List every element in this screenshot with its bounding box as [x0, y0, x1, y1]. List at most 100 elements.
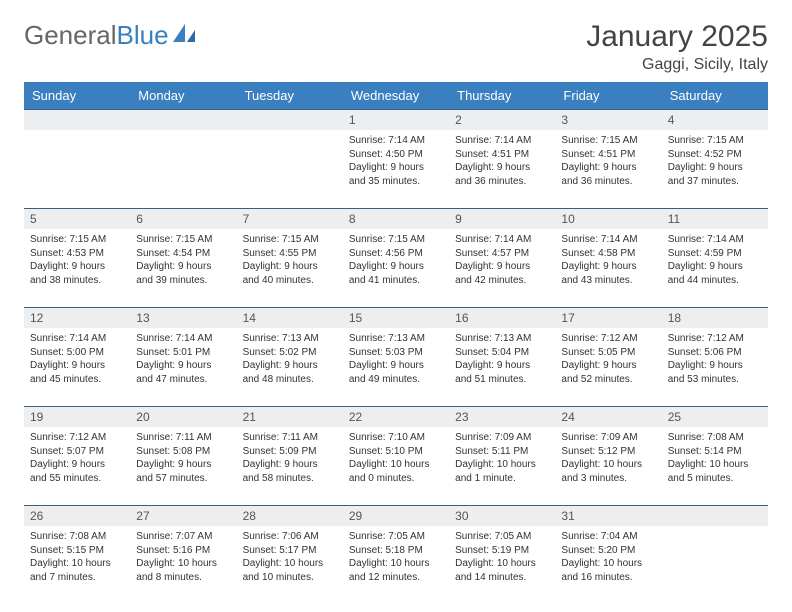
week-row: Sunrise: 7:08 AMSunset: 5:15 PMDaylight:…: [24, 526, 768, 604]
sunrise-text: Sunrise: 7:14 AM: [30, 332, 124, 346]
sunrise-text: Sunrise: 7:13 AM: [243, 332, 337, 346]
daylight-text: Daylight: 9 hours and 51 minutes.: [455, 359, 549, 386]
sunset-text: Sunset: 5:15 PM: [30, 544, 124, 558]
sunset-text: Sunset: 5:06 PM: [668, 346, 762, 360]
daylight-text: Daylight: 9 hours and 55 minutes.: [30, 458, 124, 485]
day-cell: Sunrise: 7:15 AMSunset: 4:54 PMDaylight:…: [130, 229, 236, 307]
sunset-text: Sunset: 5:05 PM: [561, 346, 655, 360]
daylight-text: Daylight: 9 hours and 57 minutes.: [136, 458, 230, 485]
sunrise-text: Sunrise: 7:14 AM: [455, 233, 549, 247]
sunrise-text: Sunrise: 7:13 AM: [349, 332, 443, 346]
day-number: 2: [449, 109, 555, 130]
day-number: 19: [24, 406, 130, 427]
sunset-text: Sunset: 5:09 PM: [243, 445, 337, 459]
logo-text-1: General: [24, 20, 117, 51]
day-number: 11: [662, 208, 768, 229]
sunset-text: Sunset: 4:56 PM: [349, 247, 443, 261]
daylight-text: Daylight: 9 hours and 45 minutes.: [30, 359, 124, 386]
daynum-row: 262728293031.: [24, 505, 768, 526]
day-number: 3: [555, 109, 661, 130]
weekday-tue: Tuesday: [237, 82, 343, 109]
month-title: January 2025: [586, 20, 768, 54]
sunset-text: Sunset: 4:52 PM: [668, 148, 762, 162]
sunset-text: Sunset: 5:12 PM: [561, 445, 655, 459]
day-cell: Sunrise: 7:11 AMSunset: 5:09 PMDaylight:…: [237, 427, 343, 505]
day-number: 23: [449, 406, 555, 427]
sunrise-text: Sunrise: 7:14 AM: [136, 332, 230, 346]
sunset-text: Sunset: 5:14 PM: [668, 445, 762, 459]
sunrise-text: Sunrise: 7:11 AM: [243, 431, 337, 445]
daylight-text: Daylight: 9 hours and 47 minutes.: [136, 359, 230, 386]
sunrise-text: Sunrise: 7:12 AM: [30, 431, 124, 445]
day-number: 7: [237, 208, 343, 229]
day-number: 16: [449, 307, 555, 328]
sunrise-text: Sunrise: 7:15 AM: [349, 233, 443, 247]
daylight-text: Daylight: 9 hours and 49 minutes.: [349, 359, 443, 386]
day-number: 21: [237, 406, 343, 427]
day-number: 8: [343, 208, 449, 229]
day-cell: Sunrise: 7:12 AMSunset: 5:05 PMDaylight:…: [555, 328, 661, 406]
sail-icon: [171, 20, 197, 51]
daynum-row: 12131415161718: [24, 307, 768, 328]
sunrise-text: Sunrise: 7:15 AM: [136, 233, 230, 247]
daylight-text: Daylight: 9 hours and 36 minutes.: [561, 161, 655, 188]
sunset-text: Sunset: 4:53 PM: [30, 247, 124, 261]
day-number: 24: [555, 406, 661, 427]
day-cell: Sunrise: 7:10 AMSunset: 5:10 PMDaylight:…: [343, 427, 449, 505]
day-cell: Sunrise: 7:11 AMSunset: 5:08 PMDaylight:…: [130, 427, 236, 505]
sunrise-text: Sunrise: 7:11 AM: [136, 431, 230, 445]
day-cell: Sunrise: 7:14 AMSunset: 4:50 PMDaylight:…: [343, 130, 449, 208]
week-row: Sunrise: 7:14 AMSunset: 5:00 PMDaylight:…: [24, 328, 768, 406]
day-cell: Sunrise: 7:15 AMSunset: 4:51 PMDaylight:…: [555, 130, 661, 208]
day-cell: Sunrise: 7:12 AMSunset: 5:07 PMDaylight:…: [24, 427, 130, 505]
day-cell: Sunrise: 7:15 AMSunset: 4:56 PMDaylight:…: [343, 229, 449, 307]
sunrise-text: Sunrise: 7:06 AM: [243, 530, 337, 544]
sunset-text: Sunset: 5:07 PM: [30, 445, 124, 459]
weekday-thu: Thursday: [449, 82, 555, 109]
day-number: 4: [662, 109, 768, 130]
sunset-text: Sunset: 5:01 PM: [136, 346, 230, 360]
daylight-text: Daylight: 10 hours and 10 minutes.: [243, 557, 337, 584]
daynum-row: 19202122232425: [24, 406, 768, 427]
sunrise-text: Sunrise: 7:14 AM: [455, 134, 549, 148]
day-cell: Sunrise: 7:15 AMSunset: 4:53 PMDaylight:…: [24, 229, 130, 307]
sunrise-text: Sunrise: 7:14 AM: [561, 233, 655, 247]
daylight-text: Daylight: 9 hours and 44 minutes.: [668, 260, 762, 287]
sunset-text: Sunset: 4:54 PM: [136, 247, 230, 261]
day-number: 17: [555, 307, 661, 328]
sunrise-text: Sunrise: 7:05 AM: [455, 530, 549, 544]
sunrise-text: Sunrise: 7:12 AM: [561, 332, 655, 346]
day-cell: Sunrise: 7:09 AMSunset: 5:11 PMDaylight:…: [449, 427, 555, 505]
day-number: 28: [237, 505, 343, 526]
sunset-text: Sunset: 5:00 PM: [30, 346, 124, 360]
daylight-text: Daylight: 9 hours and 37 minutes.: [668, 161, 762, 188]
sunset-text: Sunset: 5:10 PM: [349, 445, 443, 459]
day-cell: Sunrise: 7:15 AMSunset: 4:55 PMDaylight:…: [237, 229, 343, 307]
day-number: 12: [24, 307, 130, 328]
daynum-row: ...1234: [24, 109, 768, 130]
daylight-text: Daylight: 9 hours and 40 minutes.: [243, 260, 337, 287]
day-cell: [237, 130, 343, 208]
day-cell: Sunrise: 7:13 AMSunset: 5:02 PMDaylight:…: [237, 328, 343, 406]
day-cell: [662, 526, 768, 604]
sunset-text: Sunset: 4:57 PM: [455, 247, 549, 261]
day-number: 15: [343, 307, 449, 328]
day-number: 22: [343, 406, 449, 427]
daylight-text: Daylight: 10 hours and 1 minute.: [455, 458, 549, 485]
sunset-text: Sunset: 5:18 PM: [349, 544, 443, 558]
sunset-text: Sunset: 4:59 PM: [668, 247, 762, 261]
day-cell: Sunrise: 7:09 AMSunset: 5:12 PMDaylight:…: [555, 427, 661, 505]
day-cell: Sunrise: 7:05 AMSunset: 5:18 PMDaylight:…: [343, 526, 449, 604]
title-block: January 2025 Gaggi, Sicily, Italy: [586, 20, 768, 74]
daylight-text: Daylight: 10 hours and 5 minutes.: [668, 458, 762, 485]
daylight-text: Daylight: 9 hours and 41 minutes.: [349, 260, 443, 287]
page-header: GeneralBlue January 2025 Gaggi, Sicily, …: [0, 0, 792, 82]
day-number: .: [237, 109, 343, 130]
sunset-text: Sunset: 5:19 PM: [455, 544, 549, 558]
day-cell: Sunrise: 7:08 AMSunset: 5:14 PMDaylight:…: [662, 427, 768, 505]
sunset-text: Sunset: 4:55 PM: [243, 247, 337, 261]
sunset-text: Sunset: 5:04 PM: [455, 346, 549, 360]
weekday-wed: Wednesday: [343, 82, 449, 109]
day-number: 29: [343, 505, 449, 526]
sunrise-text: Sunrise: 7:05 AM: [349, 530, 443, 544]
